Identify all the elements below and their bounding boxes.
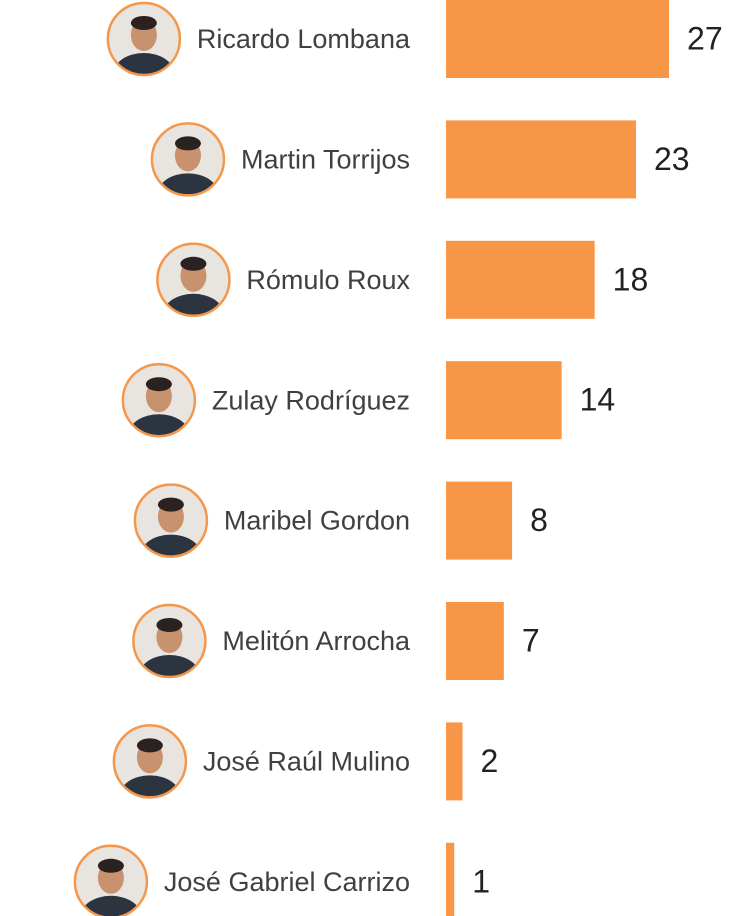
avatar	[114, 725, 186, 815]
shoulders	[163, 294, 223, 334]
bar	[446, 722, 463, 800]
shoulders	[120, 775, 180, 815]
candidate-name: Martin Torrijos	[241, 145, 410, 175]
avatar	[152, 123, 224, 213]
avatar-photo	[133, 605, 205, 695]
shoulders	[158, 173, 218, 213]
bar	[446, 843, 454, 916]
bar	[446, 361, 562, 439]
page: 27Ricardo Lombana23Martin Torrijos18Rómu…	[0, 0, 731, 916]
bar	[446, 602, 504, 680]
hair	[98, 859, 124, 873]
chart: 27Ricardo Lombana23Martin Torrijos18Rómu…	[0, 0, 731, 916]
avatar	[157, 244, 229, 334]
value-label: 1	[472, 863, 490, 899]
hair	[158, 498, 184, 512]
hair	[180, 257, 206, 271]
candidate-name: José Gabriel Carrizo	[164, 867, 410, 897]
avatar	[133, 605, 205, 695]
hair	[156, 618, 182, 632]
avatar-photo	[123, 364, 195, 454]
value-label: 23	[654, 141, 690, 177]
avatar-photo	[152, 123, 224, 213]
bar	[446, 120, 636, 198]
value-label: 27	[687, 20, 723, 56]
avatar	[108, 3, 180, 93]
avatar	[135, 485, 207, 575]
bar	[446, 241, 595, 319]
candidate-name: Rómulo Roux	[246, 265, 410, 295]
value-label: 14	[580, 382, 616, 418]
avatar	[75, 846, 147, 916]
avatar-photo	[135, 485, 207, 575]
hair	[131, 16, 157, 30]
candidate-name: Zulay Rodríguez	[212, 385, 410, 415]
value-label: 18	[613, 261, 649, 297]
bar	[446, 0, 669, 78]
hair	[137, 738, 163, 752]
hair	[175, 136, 201, 150]
avatar-photo	[157, 244, 229, 334]
candidate-name: José Raúl Mulino	[203, 747, 410, 777]
value-label: 8	[530, 502, 548, 538]
shoulders	[129, 414, 189, 454]
candidate-name: Ricardo Lombana	[197, 24, 411, 54]
avatar-photo	[114, 725, 186, 815]
shoulders	[139, 655, 199, 695]
avatar	[123, 364, 195, 454]
hair	[146, 377, 172, 391]
candidate-name: Melitón Arrocha	[222, 626, 411, 656]
shoulders	[141, 535, 201, 575]
value-label: 2	[481, 743, 499, 779]
bar	[446, 482, 512, 560]
shoulders	[114, 53, 174, 93]
value-label: 7	[522, 622, 540, 658]
avatar-photo	[108, 3, 180, 93]
candidate-name: Maribel Gordon	[224, 506, 410, 536]
